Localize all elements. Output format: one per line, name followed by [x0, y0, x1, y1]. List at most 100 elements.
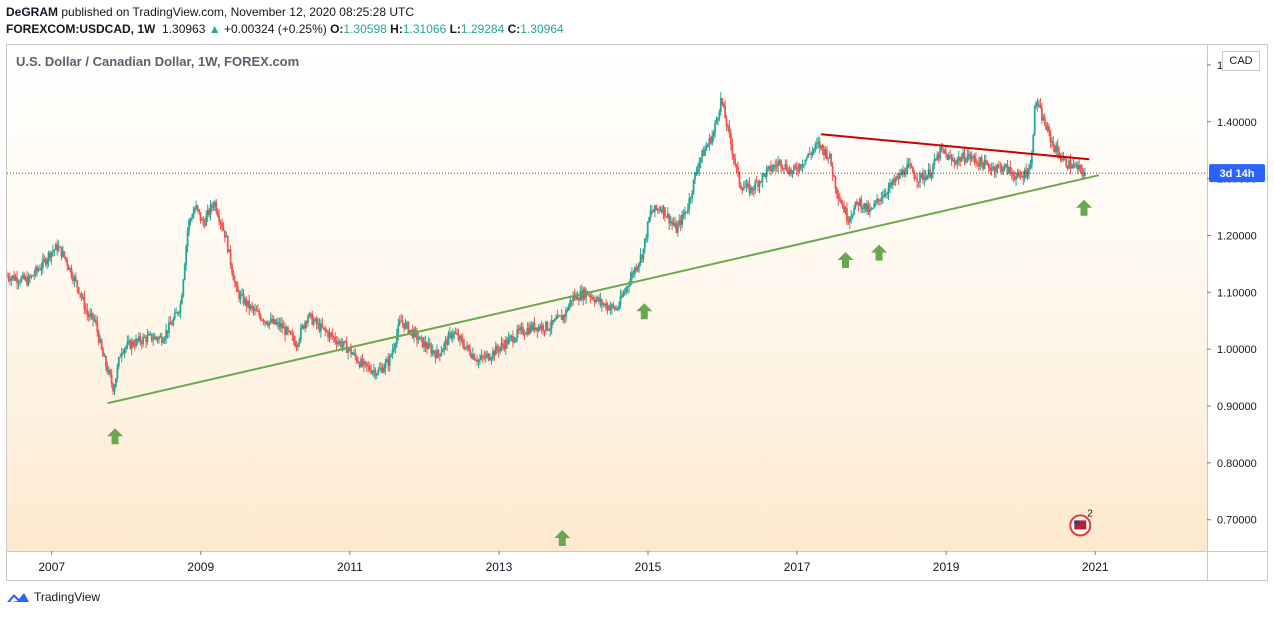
candle-body [668, 213, 671, 224]
candle-body [371, 371, 374, 374]
candle-body [282, 326, 285, 329]
candle-body [1065, 158, 1068, 167]
candle-body [496, 346, 499, 350]
candle-body [860, 199, 863, 209]
candle-body [778, 160, 781, 163]
price-tick-label: 0.70000 [1217, 515, 1257, 527]
candle-body [752, 189, 755, 191]
candle-body [940, 147, 943, 149]
candle-body [156, 338, 159, 340]
candle-body [969, 153, 972, 160]
candle-body [960, 157, 963, 162]
candle-body [782, 167, 785, 169]
footer-brand[interactable]: TradingView [34, 590, 101, 604]
candle-body [996, 165, 999, 170]
candle-body [990, 168, 993, 171]
candle-body [510, 335, 513, 337]
candle-body [490, 357, 493, 360]
candle-body [870, 208, 873, 210]
candle-body [117, 357, 120, 367]
candle-body [937, 154, 940, 159]
candle-body [1051, 141, 1053, 143]
chart-canvas[interactable]: 21.500001.400001.300001.200001.100001.00… [7, 45, 1268, 581]
candle-body [375, 373, 378, 376]
candle-body [59, 246, 61, 248]
candle-body [754, 181, 757, 190]
candle-body [1058, 151, 1060, 158]
candle-body [794, 165, 797, 168]
candle-body [603, 303, 606, 305]
candle-body [965, 160, 967, 162]
candle-body [497, 349, 500, 352]
time-tick-label: 2007 [38, 560, 65, 574]
candle-body [1033, 106, 1036, 135]
candle-body [947, 155, 950, 160]
candle-body [618, 305, 620, 309]
candle-body [1082, 172, 1085, 176]
candle-body [1081, 167, 1083, 173]
candle-body [16, 277, 18, 283]
candle-body [289, 331, 292, 335]
candle-body [245, 298, 248, 307]
candle-body [268, 321, 271, 326]
candle-body [277, 322, 279, 324]
candle-body [502, 343, 504, 346]
candle-body [47, 252, 50, 261]
candle-body [520, 327, 523, 329]
candle-body [728, 125, 731, 134]
candle-body [952, 160, 954, 162]
candle-body [509, 336, 512, 338]
candle-body [1075, 164, 1078, 166]
plot-area[interactable] [7, 45, 1207, 551]
time-axis[interactable] [7, 551, 1207, 580]
candle-body [817, 141, 820, 144]
high-label: H: [390, 22, 403, 36]
candle-body [223, 230, 226, 238]
candle-body [327, 331, 329, 338]
candle-body [629, 278, 632, 286]
candle-body [602, 304, 605, 306]
candle-body [1010, 171, 1013, 174]
price-axis[interactable] [1207, 45, 1267, 551]
candle-body [281, 323, 284, 329]
candle-body [483, 356, 486, 359]
candle-body [469, 349, 471, 355]
candle-body [202, 219, 205, 224]
candle-body [722, 103, 725, 106]
candle-body [691, 193, 694, 198]
candle-body [608, 305, 610, 311]
candle-body [605, 303, 608, 309]
candle-body [1029, 164, 1032, 169]
candle-body [278, 322, 281, 328]
candle-body [391, 350, 394, 355]
chart-frame[interactable]: 21.500001.400001.300001.200001.100001.00… [6, 44, 1268, 581]
candle-body [226, 236, 229, 253]
candle-body [877, 198, 880, 200]
candle-body [625, 287, 628, 292]
author-name[interactable]: DeGRAM [6, 5, 59, 19]
time-tick-label: 2013 [486, 560, 513, 574]
candle-body [503, 345, 506, 349]
candle-body [261, 319, 264, 321]
candle-body [192, 212, 195, 219]
candle-body [807, 153, 810, 158]
candle-body [324, 327, 327, 331]
candle-body [347, 349, 350, 353]
candle-body [600, 299, 603, 306]
candle-body [664, 207, 666, 217]
candle-body [441, 349, 444, 353]
candle-body [10, 277, 13, 281]
candle-body [589, 295, 592, 298]
axis-corner [1207, 551, 1267, 580]
candle-body [576, 294, 579, 300]
countdown-badge[interactable] [1209, 164, 1265, 183]
candle-body [417, 339, 420, 341]
currency-label[interactable]: CAD [1222, 51, 1260, 71]
candle-body [560, 315, 563, 321]
candle-body [707, 144, 709, 147]
time-tick-label: 2011 [337, 560, 363, 574]
candle-body [354, 352, 357, 357]
close-label: C: [507, 22, 521, 36]
footer: TradingView [6, 590, 100, 604]
candle-body [775, 165, 778, 167]
